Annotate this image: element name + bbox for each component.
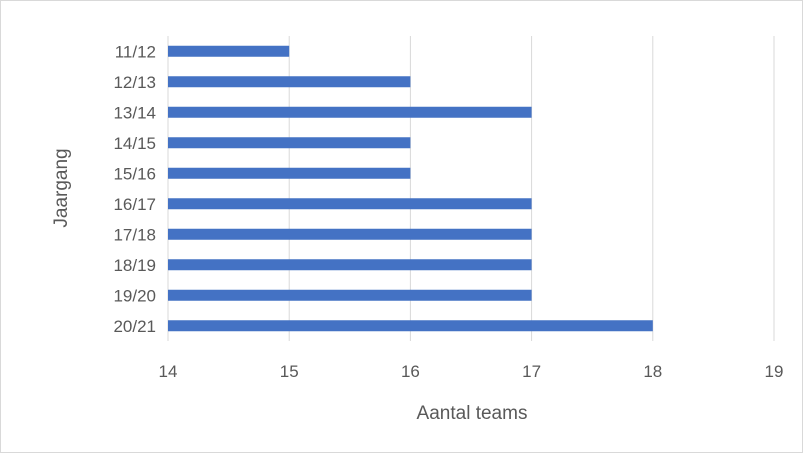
y-tick-label: 19/20: [113, 286, 156, 305]
y-tick-label: 17/18: [113, 225, 156, 244]
y-tick-label: 16/17: [113, 195, 156, 214]
bar: [168, 167, 411, 179]
y-tick-label: 15/16: [113, 164, 156, 183]
x-axis-tick-labels: 14 15 16 17 18 19: [159, 362, 784, 381]
y-axis-tick-labels: 11/12 12/13 13/14 14/15 15/16 16/17 17/18 18/19…: [113, 42, 156, 336]
bar: [168, 289, 532, 301]
bars: [168, 45, 653, 332]
bar: [168, 45, 290, 57]
bar: [168, 106, 532, 118]
y-tick-label: 18/19: [113, 256, 156, 275]
bar: [168, 198, 532, 210]
bar: [168, 137, 411, 149]
y-tick-label: 11/12: [115, 42, 156, 61]
y-axis-title: Jaargang: [51, 148, 72, 227]
bar: [168, 228, 532, 240]
y-tick-label: 12/13: [113, 73, 156, 92]
y-tick-label: 14/15: [113, 134, 156, 153]
x-tick-label: 19: [765, 362, 784, 381]
x-tick-label: 17: [522, 362, 541, 381]
bar: [168, 320, 653, 332]
y-tick-label: 20/21: [113, 317, 156, 336]
bar: [168, 76, 411, 88]
x-tick-label: 14: [159, 362, 178, 381]
y-tick-label: 13/14: [113, 103, 156, 122]
x-tick-label: 18: [643, 362, 662, 381]
bar: [168, 259, 532, 271]
x-tick-label: 15: [280, 362, 299, 381]
x-axis-title: Aantal teams: [417, 403, 528, 424]
x-tick-label: 16: [401, 362, 420, 381]
